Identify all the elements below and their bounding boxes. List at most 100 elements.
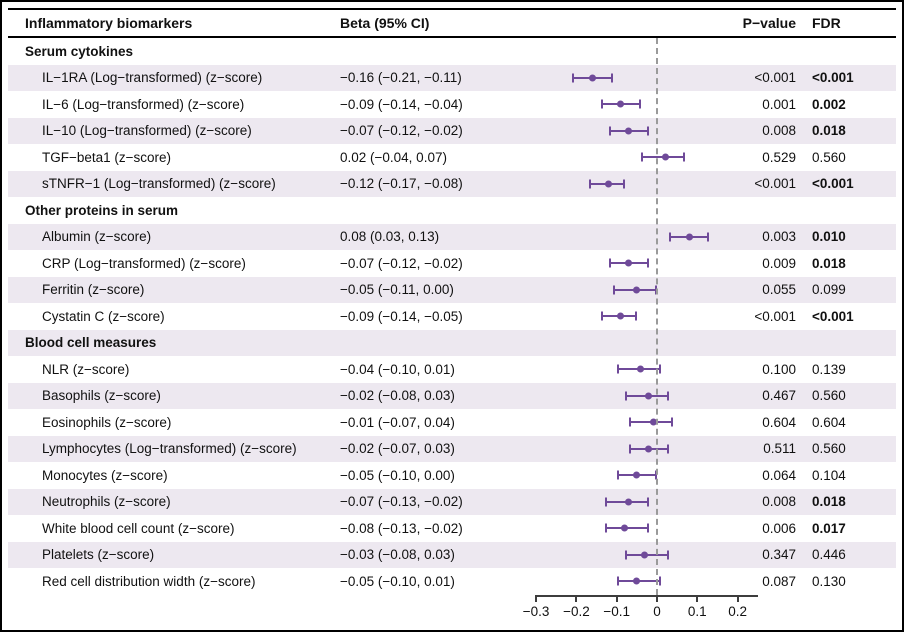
p-value: <0.001 (754, 308, 796, 324)
table-header-row: Inflammatory biomarkers Beta (95% CI) P−… (8, 10, 896, 38)
ci-marker (505, 356, 730, 383)
forest-plot-cell (505, 436, 730, 463)
table-row: Basophils (z−score) −0.02 (−0.08, 0.03) 0.… (8, 382, 896, 410)
ci-marker (505, 515, 730, 542)
beta-ci-value: −0.09 (−0.14, −0.04) (340, 96, 463, 112)
ci-cap-left (669, 232, 672, 242)
biomarker-label: Neutrophils (z−score) (42, 494, 171, 510)
fdr-value: 0.010 (812, 229, 846, 245)
fdr-value: <0.001 (812, 176, 854, 192)
fdr-value: 0.446 (812, 547, 846, 563)
x-axis: −0.3 −0.2 −0.1 0 0.1 0.2 (8, 594, 896, 631)
ci-cap-left (600, 311, 603, 321)
table-row: TGF−beta1 (z−score) 0.02 (−0.04, 0.07) 0.5… (8, 144, 896, 171)
ci-cap-left (600, 99, 603, 109)
axis-tick (736, 594, 739, 602)
fdr-value: 0.560 (812, 388, 846, 404)
section-row: Blood cell measures (8, 329, 896, 356)
axis-tick-label: 0.2 (728, 603, 747, 619)
ci-cap-right (634, 311, 637, 321)
ci-cap-right (659, 576, 661, 586)
biomarker-label: IL−6 (Log−transformed) (z−score) (42, 96, 245, 112)
ci-cap-right (671, 417, 674, 427)
beta-point (589, 74, 596, 82)
ci-cap-left (604, 523, 607, 533)
forest-plot-cell (505, 568, 730, 595)
table-top-rule (8, 8, 896, 10)
ci-cap-left (588, 179, 591, 189)
beta-ci-value: −0.02 (−0.07, 0.03) (340, 441, 455, 457)
ci-cap-left (604, 497, 607, 507)
ci-marker (505, 436, 730, 463)
forest-plot-cell (505, 224, 730, 251)
beta-point (625, 498, 633, 506)
beta-point (637, 365, 645, 373)
beta-point (641, 551, 649, 559)
beta-ci-value: −0.07 (−0.12, −0.02) (340, 255, 463, 271)
biomarker-label: Monocytes (z−score) (42, 467, 168, 483)
p-value: 0.001 (762, 96, 796, 112)
ci-cap-right (638, 99, 641, 109)
beta-ci-value: −0.05 (−0.10, 0.00) (340, 467, 455, 483)
table-row: IL−6 (Log−transformed) (z−score) −0.09 (−… (8, 91, 896, 118)
ci-marker (505, 65, 730, 92)
beta-point (645, 445, 653, 453)
ci-cap-right (646, 497, 649, 507)
p-value: 0.008 (762, 494, 796, 510)
beta-ci-value: −0.16 (−0.21, −0.11) (340, 70, 462, 86)
ci-cap-left (616, 470, 619, 480)
ci-cap-right (707, 232, 710, 242)
axis-tick (535, 594, 538, 602)
forest-plot-cell (505, 303, 730, 330)
ci-marker (505, 91, 730, 118)
forest-plot-cell (505, 383, 730, 410)
header-fdr: FDR (812, 15, 841, 31)
beta-ci-value: −0.03 (−0.08, 0.03) (340, 547, 455, 563)
axis-tick-label: 0 (653, 603, 661, 619)
table-row: White blood cell count (z−score) −0.08 (−… (8, 515, 896, 542)
beta-ci-value: −0.09 (−0.14, −0.05) (340, 308, 463, 324)
beta-point (625, 259, 633, 267)
fdr-value: 0.018 (812, 255, 846, 271)
p-value: 0.055 (762, 282, 796, 298)
fdr-value: 0.104 (812, 467, 846, 483)
fdr-value: 0.002 (812, 96, 846, 112)
biomarker-label: Albumin (z−score) (42, 229, 152, 245)
fdr-value: <0.001 (812, 308, 854, 324)
table-row: sTNFR−1 (Log−transformed) (z−score) −0.12… (8, 170, 896, 198)
fdr-value: 0.139 (812, 361, 846, 377)
p-value: 0.008 (762, 123, 796, 139)
section-row: Other proteins in serum (8, 197, 896, 224)
fdr-value: 0.017 (812, 520, 846, 536)
ci-cap-left (616, 576, 619, 586)
header-beta-ci: Beta (95% CI) (340, 15, 430, 31)
biomarker-label: CRP (Log−transformed) (z−score) (42, 255, 246, 271)
beta-point (645, 392, 653, 400)
ci-marker (505, 303, 730, 330)
p-value: <0.001 (754, 70, 796, 86)
ci-marker (505, 250, 730, 277)
table: Inflammatory biomarkers Beta (95% CI) P−… (8, 8, 896, 631)
beta-point (617, 100, 625, 108)
table-row: Monocytes (z−score) −0.05 (−0.10, 0.00) 0.… (8, 462, 896, 489)
axis-tick-label: −0.2 (563, 603, 590, 619)
beta-point (661, 153, 669, 161)
beta-point (633, 577, 641, 585)
axis-tick (615, 594, 618, 602)
forest-plot-cell (505, 144, 730, 171)
ci-marker (505, 144, 730, 171)
beta-point (685, 233, 693, 241)
ci-cap-left (628, 444, 631, 454)
beta-ci-value: −0.07 (−0.12, −0.02) (340, 123, 463, 139)
beta-point (649, 418, 657, 426)
ci-cap-right (646, 258, 649, 268)
fdr-value: 0.560 (812, 441, 846, 457)
table-row: CRP (Log−transformed) (z−score) −0.07 (−0… (8, 250, 896, 277)
biomarker-label: Red cell distribution width (z−score) (42, 573, 256, 589)
ci-cap-right (646, 523, 649, 533)
biomarker-label: Eosinophils (z−score) (42, 414, 172, 430)
ci-cap-left (572, 73, 575, 83)
ci-marker (505, 171, 730, 198)
p-value: 0.604 (762, 414, 796, 430)
header-biomarker: Inflammatory biomarkers (25, 15, 193, 31)
